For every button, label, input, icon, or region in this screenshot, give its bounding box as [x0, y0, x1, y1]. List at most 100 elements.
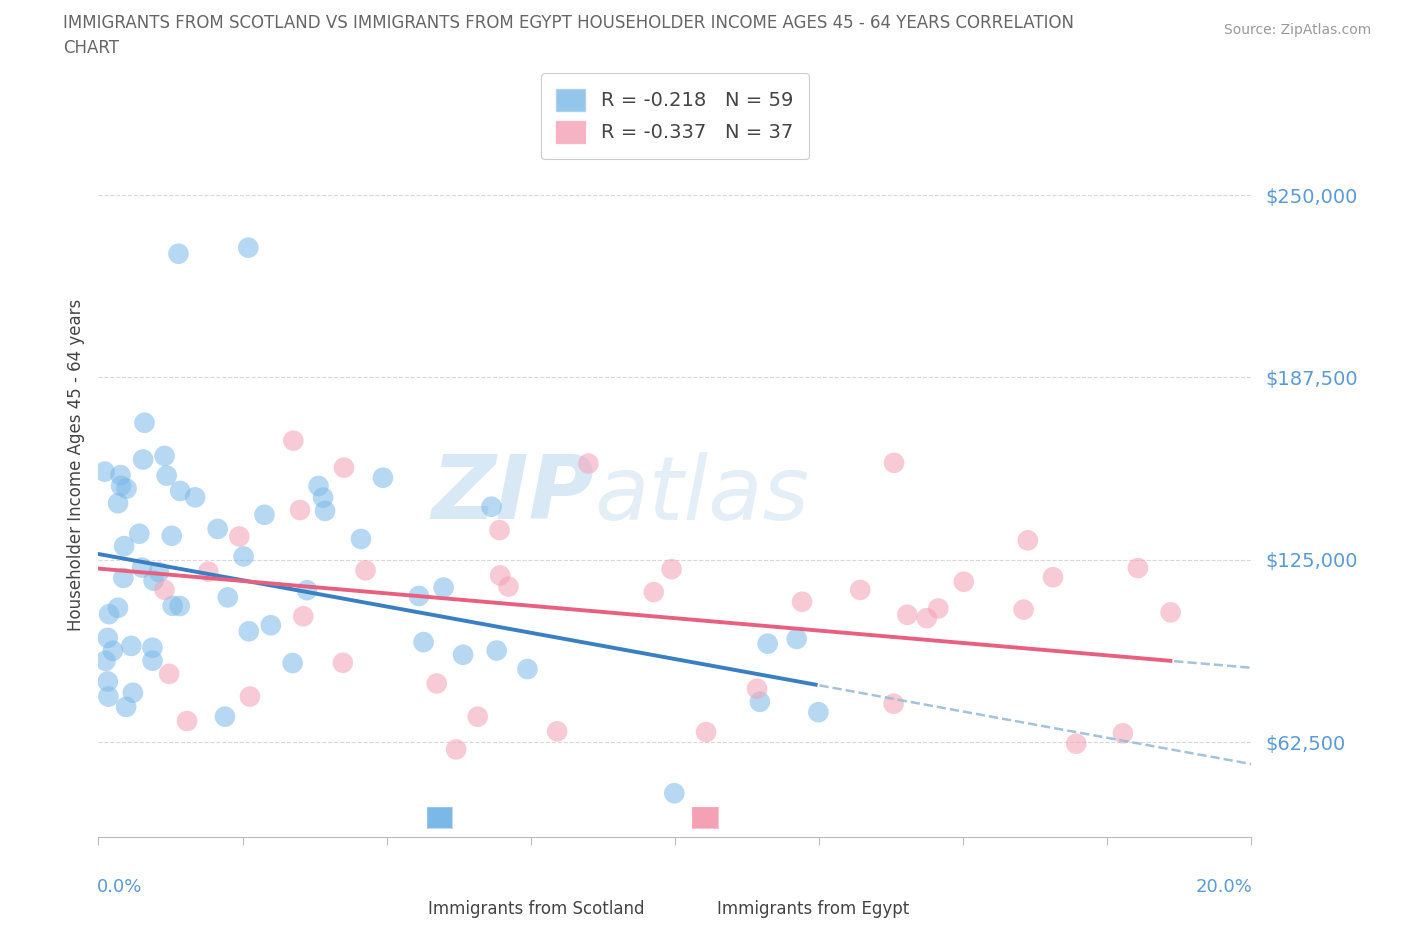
Text: IMMIGRANTS FROM SCOTLAND VS IMMIGRANTS FROM EGYPT HOUSEHOLDER INCOME AGES 45 - 6: IMMIGRANTS FROM SCOTLAND VS IMMIGRANTS F…: [63, 14, 1074, 32]
Point: [467, 710, 489, 724]
Point: [695, 724, 717, 739]
Point: [1126, 561, 1149, 576]
Point: [927, 601, 949, 616]
Text: CHART: CHART: [63, 39, 120, 57]
Point: [1042, 570, 1064, 585]
Text: Immigrants from Egypt: Immigrants from Egypt: [717, 900, 910, 918]
Point: [176, 713, 198, 728]
Point: [451, 647, 474, 662]
Point: [141, 640, 163, 655]
Point: [1160, 604, 1182, 619]
Point: [217, 590, 239, 604]
Point: [238, 624, 260, 639]
Point: [107, 601, 129, 616]
Point: [546, 724, 568, 738]
Point: [350, 532, 373, 547]
Point: [281, 656, 304, 671]
Point: [131, 560, 153, 575]
Text: atlas: atlas: [595, 452, 808, 538]
Point: [93, 464, 115, 479]
Point: [283, 433, 305, 448]
Point: [883, 456, 905, 471]
Point: [312, 490, 335, 505]
Point: [167, 246, 190, 261]
Point: [432, 580, 454, 595]
Point: [156, 468, 179, 483]
Point: [1112, 726, 1135, 741]
Point: [97, 631, 120, 645]
Point: [115, 699, 138, 714]
Point: [333, 460, 356, 475]
Text: ZIP: ZIP: [432, 451, 595, 538]
Point: [849, 582, 872, 597]
Point: [332, 656, 354, 671]
Point: [162, 598, 184, 613]
Point: [94, 654, 117, 669]
Point: [354, 563, 377, 578]
Point: [120, 639, 142, 654]
Point: [101, 644, 124, 658]
Point: [132, 452, 155, 467]
Point: [141, 653, 163, 668]
Point: [489, 568, 512, 583]
Point: [98, 606, 121, 621]
Point: [444, 742, 467, 757]
Text: 20.0%: 20.0%: [1195, 878, 1253, 896]
Point: [1012, 603, 1035, 618]
Text: 0.0%: 0.0%: [97, 878, 142, 896]
Point: [426, 676, 449, 691]
Point: [197, 565, 219, 579]
Point: [295, 583, 318, 598]
Point: [169, 599, 191, 614]
Point: [664, 786, 686, 801]
Point: [1017, 533, 1039, 548]
Point: [481, 499, 503, 514]
Point: [110, 478, 132, 493]
Point: [134, 416, 156, 431]
Point: [112, 570, 135, 585]
Point: [578, 456, 600, 471]
Point: [786, 631, 808, 646]
Point: [169, 484, 191, 498]
Point: [112, 538, 135, 553]
Point: [790, 594, 813, 609]
Point: [153, 582, 176, 597]
Point: [1064, 737, 1087, 751]
Point: [292, 609, 315, 624]
Point: [883, 697, 905, 711]
Point: [288, 502, 311, 517]
Point: [756, 636, 779, 651]
Point: [643, 585, 665, 600]
Legend: R = -0.218   N = 59, R = -0.337   N = 37: R = -0.218 N = 59, R = -0.337 N = 37: [541, 73, 808, 159]
Point: [153, 448, 176, 463]
Point: [232, 549, 254, 564]
Point: [952, 575, 974, 590]
Point: [371, 471, 394, 485]
Point: [207, 522, 229, 537]
Point: [915, 611, 938, 626]
Text: Source: ZipAtlas.com: Source: ZipAtlas.com: [1223, 23, 1371, 37]
Point: [308, 479, 330, 494]
Point: [260, 618, 283, 632]
Point: [160, 528, 183, 543]
Point: [214, 710, 236, 724]
Text: Immigrants from Scotland: Immigrants from Scotland: [429, 900, 645, 918]
Point: [128, 526, 150, 541]
Y-axis label: Householder Income Ages 45 - 64 years: Householder Income Ages 45 - 64 years: [66, 299, 84, 631]
Point: [745, 682, 768, 697]
Point: [748, 695, 770, 710]
Point: [142, 573, 165, 588]
Point: [238, 240, 260, 255]
Point: [239, 689, 262, 704]
Point: [107, 496, 129, 511]
Point: [97, 689, 120, 704]
Point: [184, 490, 207, 505]
Point: [516, 661, 538, 676]
Point: [253, 508, 276, 523]
Point: [228, 529, 250, 544]
Point: [485, 643, 508, 658]
Point: [122, 685, 145, 700]
Point: [115, 481, 138, 496]
Point: [412, 634, 434, 649]
Point: [408, 589, 430, 604]
